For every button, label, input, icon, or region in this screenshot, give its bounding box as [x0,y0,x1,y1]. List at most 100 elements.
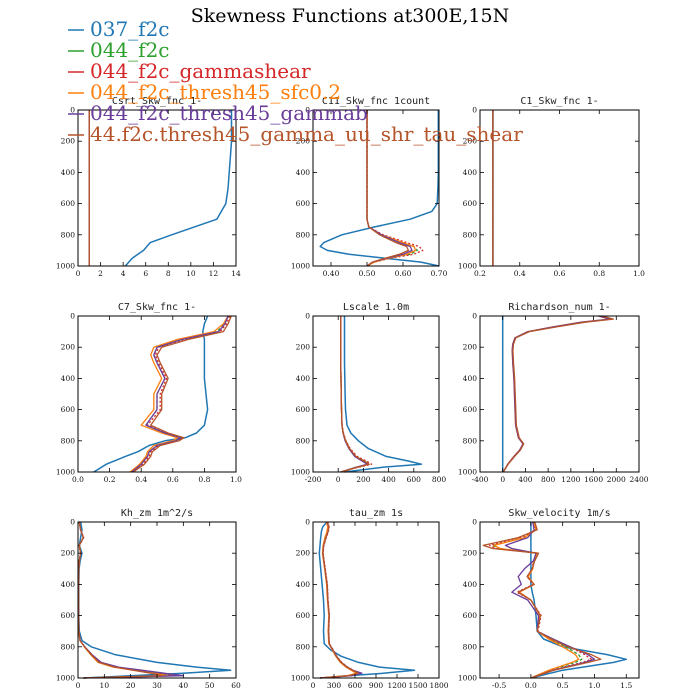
x-tick-label: 0.6 [167,475,179,484]
y-tick-label: 600 [463,611,478,620]
x-tick-label: 800 [541,475,556,484]
plot-frame [77,315,237,473]
x-tick-label: 0 [76,681,81,690]
series-line-037-f2c [318,521,416,679]
x-tick-label: 0.0 [72,475,84,484]
x-tick-label: -0.5 [492,681,507,690]
series-line-037-f2c [124,110,233,267]
series-line-044-f2c-thresh45-sfc0-2 [502,315,611,473]
x-tick-label: 0.6 [554,269,566,278]
y-tick-label: 200 [463,549,478,558]
x-tick-label: 1.0 [230,475,242,484]
x-tick-label: 4 [121,269,126,278]
series-line-44-f2c-thresh45-gamma-uu-shr-tau-shear [366,110,410,267]
x-tick-label: 2 [98,269,103,278]
series-line-044-f2c [502,315,612,473]
y-tick-label: 800 [463,230,478,239]
y-tick-label: 0 [305,106,310,115]
x-tick-label: 0.5 [557,681,569,690]
y-tick-label: 600 [296,405,311,414]
series-line-037-f2c [78,521,232,679]
x-tick-label: 30 [152,681,162,690]
x-tick-label: 0 [76,269,81,278]
x-tick-label: 0.4 [135,475,147,484]
x-tick-label: 14 [231,269,241,278]
plot-frame [479,315,640,473]
subplot-6: Richardson_num 1--400 0 400 800 1200 1600 2000… [458,302,649,484]
x-tick-label: 1500 [408,681,427,690]
y-tick-label: 200 [463,343,478,352]
y-tick-label: 1000 [291,262,310,271]
series-line-044-f2c-thresh45-sfc0-2 [129,315,229,473]
x-tick-label: 200 [356,475,371,484]
y-tick-label: 800 [296,230,311,239]
subplot-1: Csrt_Skw_fnc 1- 0 2 4 6 8 10 12 14 0 200 400 600 800 1… [56,96,241,278]
y-tick-label: 0 [305,312,310,321]
y-tick-label: 1000 [458,674,477,683]
series-line-44-f2c-thresh45-gamma-uu-shr-tau-shear [482,521,602,679]
x-tick-label: 40 [179,681,189,690]
subplot-title: C11_Skw_fnc 1count [322,96,430,107]
x-tick-label: 0.8 [198,475,210,484]
legend-label: 044_f2c [90,38,170,62]
series-line-044-f2c-thresh45-gammab [319,521,363,679]
y-tick-label: 200 [61,549,76,558]
subplot-title: C7_Skw_fnc 1- [118,302,196,313]
x-tick-label: 600 [348,681,363,690]
x-tick-label: 2400 [629,475,648,484]
subplot-title: Kh_zm 1m^2/s [121,508,193,519]
legend-label: 037_f2c [90,17,170,41]
x-tick-label: 0.0 [525,681,537,690]
legend-label: 44.f2c.thresh45_gamma_uu_shr_tau_shear [90,122,523,146]
series-line-044-f2c-gammashear [77,521,178,679]
x-tick-label: 0 [336,475,341,484]
series-line-44-f2c-thresh45-gamma-uu-shr-tau-shear [132,315,232,473]
y-tick-label: 400 [463,580,478,589]
x-tick-label: 0.40 [323,269,340,278]
x-tick-label: 50 [205,681,215,690]
x-tick-label: 0.2 [474,269,486,278]
x-tick-label: 1.0 [633,269,645,278]
x-tick-label: 0.4 [514,269,526,278]
subplot-2: C11_Skw_fnc 1count 0.40 0.50 0.60 0.70 0 200 40… [291,96,448,278]
y-tick-label: 0 [70,106,75,115]
y-tick-label: 600 [61,611,76,620]
series-line-037-f2c [530,522,628,679]
subplot-8: tau_zm 1s 0 300 600 900 1200 1500 1800 0 200 400 60… [291,508,449,690]
subplot-7: Kh_zm 1m^2/s0 10 20 30 40 50 60020040060080010… [56,508,241,690]
y-tick-label: 200 [296,549,311,558]
x-tick-label: 10 [100,681,110,690]
x-tick-label: 10 [186,269,196,278]
subplot-title: C1_Skw_fnc 1- [520,96,598,107]
x-tick-label: 900 [369,681,384,690]
series-line-44-f2c-thresh45-gamma-uu-shr-tau-shear [340,316,370,473]
series-line-037-f2c [93,315,209,473]
legend-label: 044_f2c_gammashear [90,59,311,83]
y-tick-label: 600 [296,611,311,620]
x-tick-label: 8 [166,269,171,278]
y-tick-label: 1000 [291,674,310,683]
series-line-044-f2c-gammashear [502,315,613,473]
x-tick-label: 0.8 [593,269,605,278]
series-line-44-f2c-thresh45-gamma-uu-shr-tau-shear [502,315,615,473]
y-tick-label: 1000 [56,262,75,271]
y-tick-label: 600 [296,199,311,208]
x-tick-label: 0.70 [431,269,448,278]
y-tick-label: 800 [463,642,478,651]
x-tick-label: 2000 [607,475,626,484]
series-line-037-f2c [343,316,423,473]
y-tick-label: 400 [296,168,311,177]
legend-label: 044_f2c_thresh45_gammab [90,101,368,125]
subplot-3: C1_Skw_fnc 1- 0.2 0.4 0.6 0.8 1.0 0 200 400 600 80… [458,96,645,278]
x-tick-label: 1600 [584,475,603,484]
y-tick-label: 0 [472,518,477,527]
y-tick-label: 0 [70,518,75,527]
y-tick-label: 0 [305,518,310,527]
plot-frame [312,521,440,679]
x-tick-label: 800 [432,475,447,484]
x-tick-label: 1.0 [589,681,601,690]
x-tick-label: 6 [143,269,148,278]
x-tick-label: 400 [381,475,396,484]
x-tick-label: 0.60 [395,269,412,278]
